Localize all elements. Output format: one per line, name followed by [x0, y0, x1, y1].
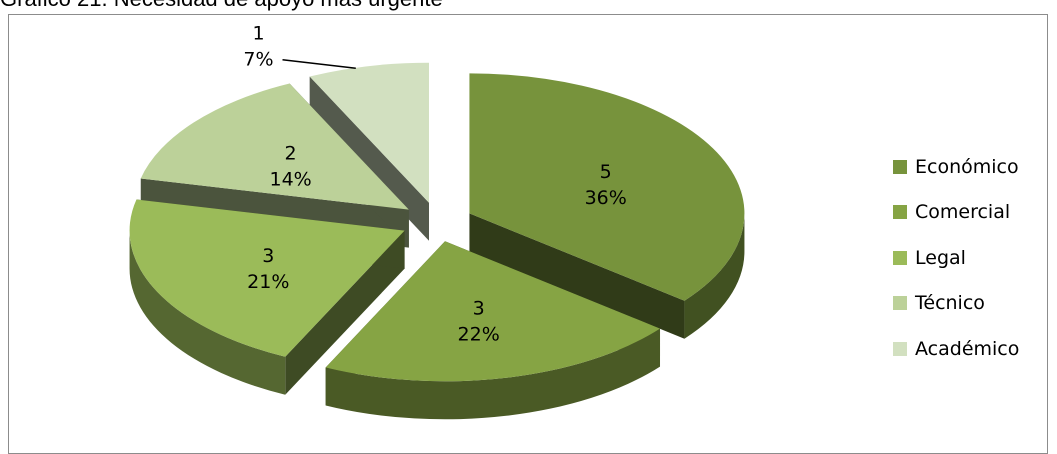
pie-slice-económico: [469, 73, 745, 339]
pie-chart: 5 36% 3 22% 3 21% 2 14% 1 7%: [129, 23, 745, 420]
legend-label: Económico: [915, 155, 1019, 178]
slice-top: [325, 241, 661, 382]
slice-top: [469, 73, 745, 301]
data-label-percent: 14%: [269, 169, 311, 191]
slice-side: [684, 213, 745, 339]
legend-swatch: [893, 159, 907, 174]
slice-wall: [469, 213, 685, 339]
data-label-value: 3: [262, 245, 274, 267]
data-label-value: 5: [600, 161, 612, 183]
data-label-value: 1: [252, 23, 264, 45]
slice-side: [325, 328, 661, 420]
legend-item-técnico: Técnico: [893, 281, 1019, 327]
legend-label: Legal: [915, 246, 966, 269]
legend-swatch: [893, 250, 907, 265]
legend-swatch: [893, 296, 907, 311]
chart-title: Gráfico 21. Necesidad de apoyo más urgen…: [0, 0, 443, 12]
data-label-percent: 36%: [585, 187, 627, 209]
slice-top: [140, 83, 409, 210]
legend-label: Académico: [915, 337, 1020, 360]
data-label-percent: 7%: [243, 49, 273, 71]
legend-item-comercial: Comercial: [893, 190, 1019, 236]
slice-side: [129, 230, 286, 395]
legend-label: Técnico: [915, 292, 985, 315]
data-label-value: 3: [473, 297, 485, 319]
chart-legend: Económico Comercial Legal Técnico Académico: [893, 144, 1019, 372]
legend-swatch: [893, 205, 907, 220]
slice-top: [309, 62, 429, 203]
legend-item-legal: Legal: [893, 235, 1019, 281]
data-label-percent: 21%: [247, 271, 289, 293]
pie-slice-comercial: [325, 241, 661, 420]
legend-label: Comercial: [915, 201, 1011, 224]
leader-line: [282, 58, 356, 69]
data-label-percent: 22%: [458, 323, 500, 345]
legend-item-económico: Económico: [893, 144, 1019, 190]
slice-wall: [285, 230, 405, 395]
pie-slice-legal: [129, 199, 405, 395]
legend-item-académico: Académico: [893, 326, 1019, 372]
data-label-value: 2: [285, 143, 297, 165]
legend-swatch: [893, 341, 907, 356]
slice-top: [129, 199, 405, 357]
